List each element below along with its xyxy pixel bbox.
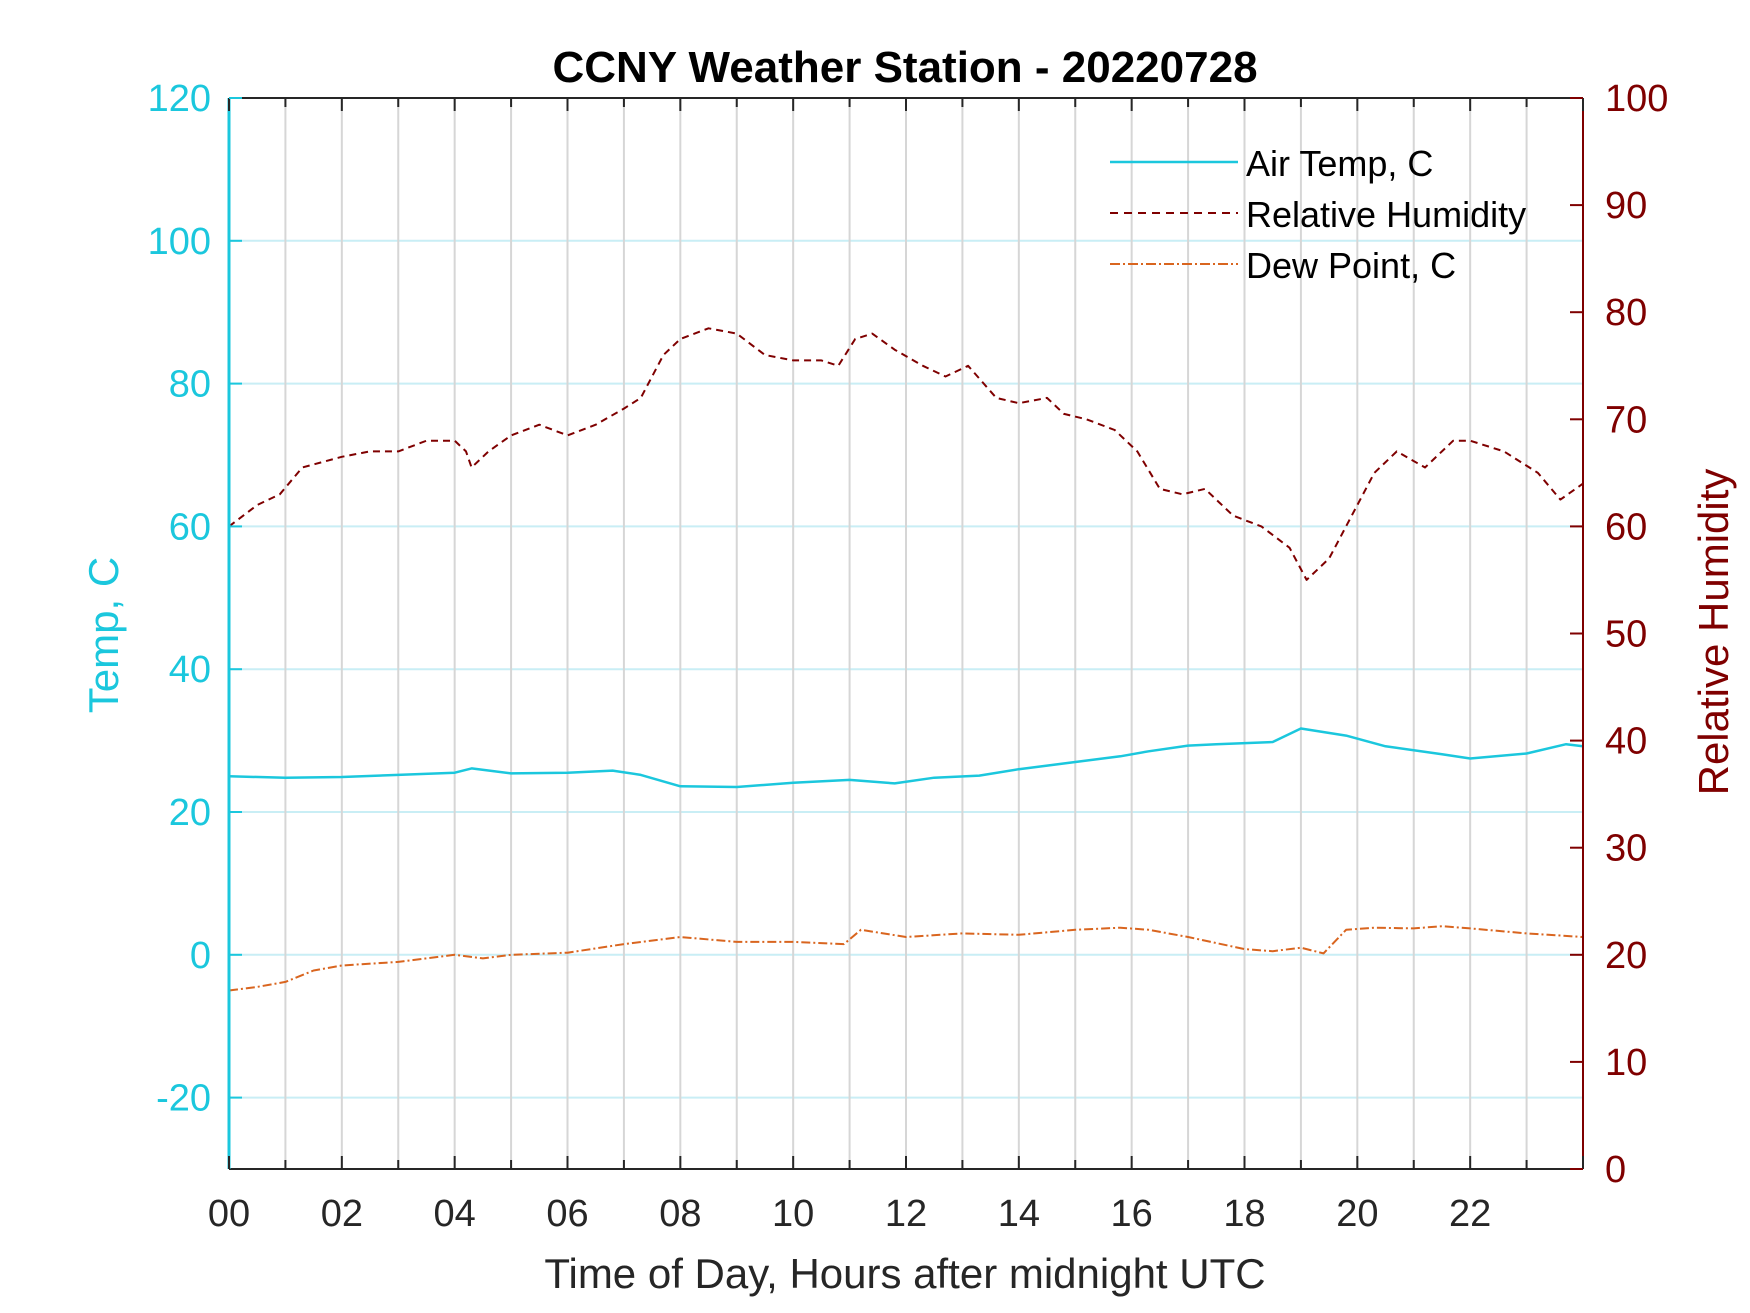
x-tick-label: 04 [434, 1193, 476, 1235]
series-line-air-temp-c [228, 727, 1584, 789]
y-tick-label-left: 100 [148, 221, 211, 263]
y-tick-label-left: -20 [156, 1078, 211, 1120]
x-tick-label: 08 [659, 1193, 701, 1235]
y-tick-label-left: 80 [169, 364, 211, 406]
series-line-dew-point-c [228, 925, 1584, 992]
legend: Air Temp, C Relative Humidity Dew Point,… [1110, 143, 1526, 286]
x-tick-label: 12 [885, 1193, 927, 1235]
y-axis-left-label: Temp, C [80, 557, 127, 713]
y-tick-label-right: 60 [1605, 506, 1647, 548]
y-axis-right-label: Relative Humidity [1690, 469, 1737, 796]
x-tick-label: 18 [1223, 1193, 1265, 1235]
y-tick-label-right: 40 [1605, 721, 1647, 763]
y-tick-label-right: 70 [1605, 399, 1647, 441]
y-tick-label-left: 60 [169, 506, 211, 548]
y-tick-label-left: 120 [148, 78, 211, 120]
series-line-relative-humidity [228, 327, 1584, 581]
legend-label-air-temp: Air Temp, C [1246, 143, 1433, 184]
axes: 00 02 04 06 08 10 12 14 16 18 20 22-200204060801001… [148, 78, 1669, 1235]
series-layer [228, 327, 1584, 992]
y-tick-label-left: 40 [169, 649, 211, 691]
y-tick-label-right: 30 [1605, 828, 1647, 870]
x-tick-label: 10 [772, 1193, 814, 1235]
x-tick-label: 16 [1111, 1193, 1153, 1235]
grid [229, 98, 1583, 1169]
legend-label-relative-humidity: Relative Humidity [1246, 194, 1526, 235]
chart-title: CCNY Weather Station - 20220728 [552, 43, 1257, 92]
x-tick-label: 20 [1336, 1193, 1378, 1235]
x-tick-label: 06 [546, 1193, 588, 1235]
x-tick-label: 14 [998, 1193, 1040, 1235]
y-tick-label-left: 20 [169, 792, 211, 834]
x-tick-label: 22 [1449, 1193, 1491, 1235]
y-tick-label-right: 80 [1605, 292, 1647, 334]
y-tick-label-right: 10 [1605, 1042, 1647, 1084]
x-tick-label: 00 [208, 1193, 250, 1235]
x-axis-label: Time of Day, Hours after midnight UTC [544, 1250, 1265, 1297]
y-tick-label-right: 50 [1605, 614, 1647, 656]
y-tick-label-right: 90 [1605, 185, 1647, 227]
y-tick-label-right: 0 [1605, 1149, 1626, 1191]
y-tick-label-right: 100 [1605, 78, 1668, 120]
x-tick-label: 02 [321, 1193, 363, 1235]
legend-label-dew-point: Dew Point, C [1246, 245, 1456, 286]
y-tick-label-right: 20 [1605, 935, 1647, 977]
y-tick-label-left: 0 [190, 935, 211, 977]
